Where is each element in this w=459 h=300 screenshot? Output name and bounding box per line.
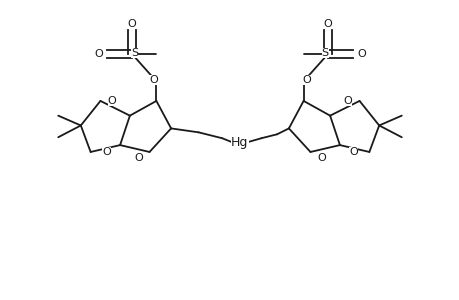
Text: O: O xyxy=(323,20,332,29)
Text: Hg: Hg xyxy=(230,136,248,148)
Text: O: O xyxy=(127,20,136,29)
Text: O: O xyxy=(356,49,365,59)
Text: O: O xyxy=(149,75,157,85)
Text: O: O xyxy=(348,147,357,157)
Text: O: O xyxy=(102,147,111,157)
Text: O: O xyxy=(316,153,325,163)
Text: O: O xyxy=(107,96,116,106)
Text: O: O xyxy=(302,75,310,85)
Text: O: O xyxy=(134,153,143,163)
Text: S: S xyxy=(321,48,328,58)
Text: O: O xyxy=(94,49,103,59)
Text: S: S xyxy=(131,48,138,58)
Text: O: O xyxy=(343,96,352,106)
